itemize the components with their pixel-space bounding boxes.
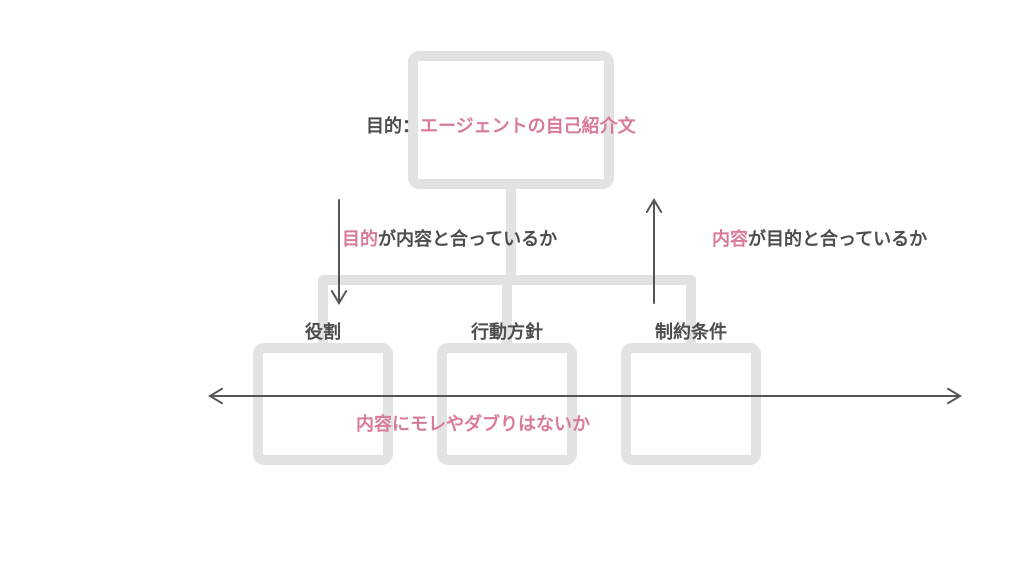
child-box-1 xyxy=(258,348,388,460)
child-label-child1: 役割 xyxy=(305,321,341,342)
child-label-child2: 行動方針 xyxy=(470,321,543,342)
child-label-child3: 制約条件 xyxy=(655,321,727,342)
left-label: 目的が内容と合っているか xyxy=(342,228,557,249)
bottom-label: 内容にモレやダブりはないか xyxy=(356,413,590,434)
child-box-2 xyxy=(442,348,572,460)
right-label: 内容が目的と合っているか xyxy=(712,228,927,249)
child-box-3 xyxy=(626,348,756,460)
top-label: 目的：エージェントの自己紹介文 xyxy=(366,115,637,136)
